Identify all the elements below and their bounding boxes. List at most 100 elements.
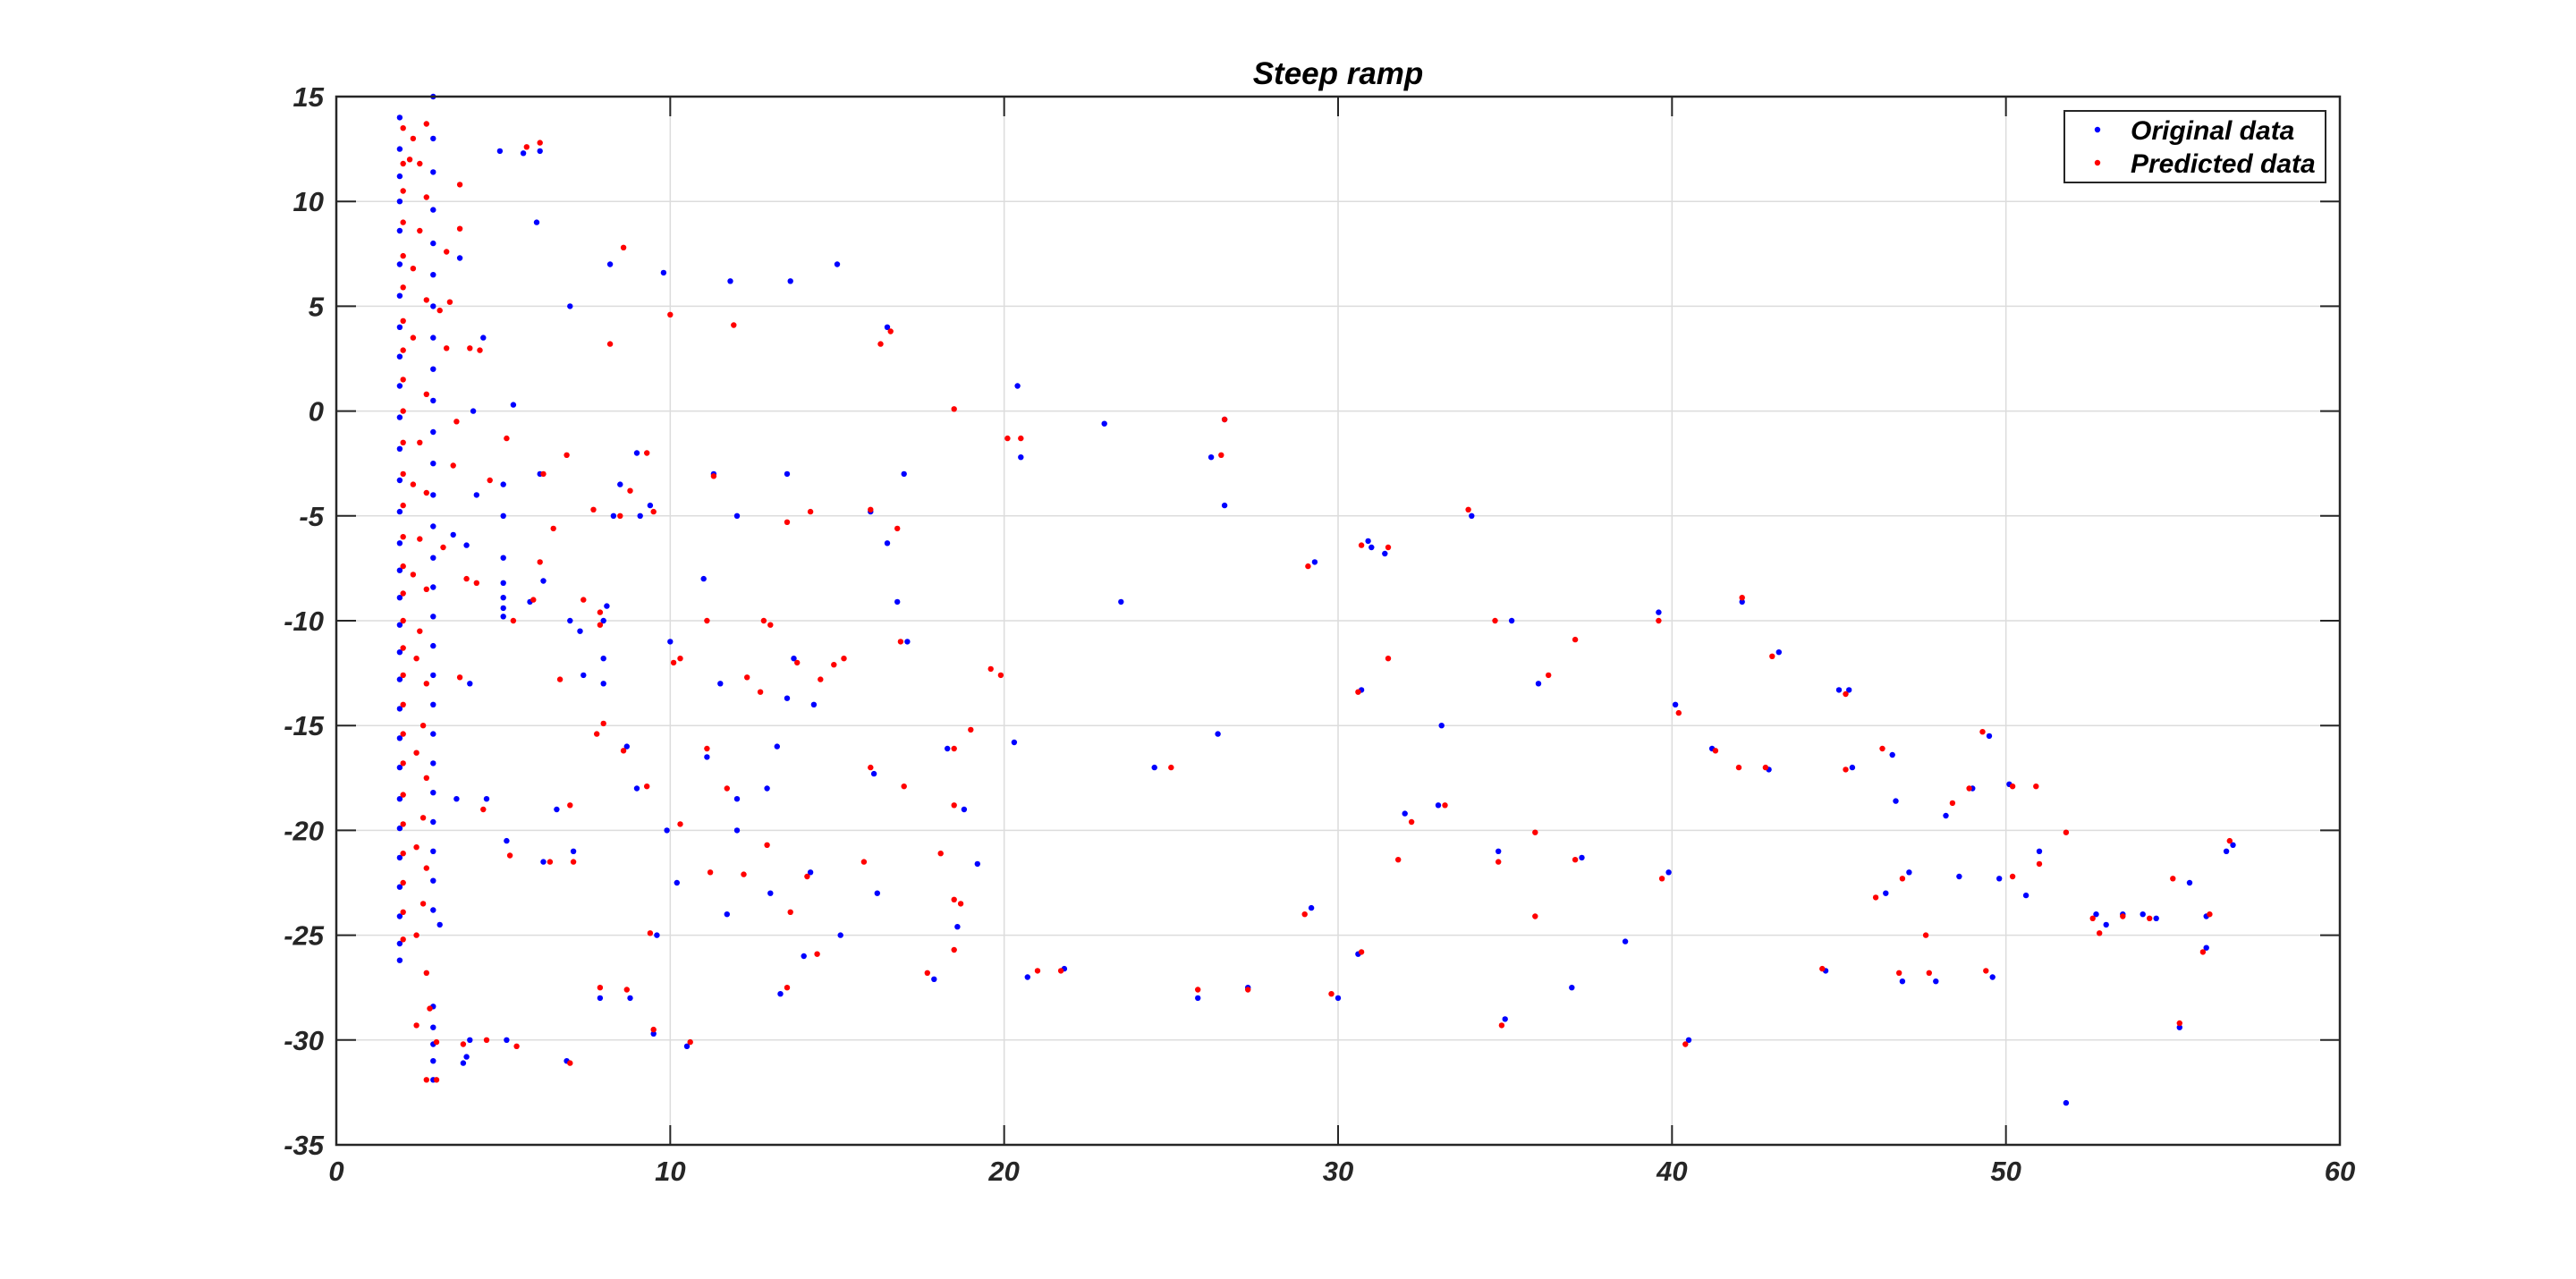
predicted-data-point <box>400 909 406 915</box>
predicted-data-point <box>400 731 406 737</box>
original-data-point <box>430 272 436 278</box>
original-data-point <box>727 278 733 284</box>
predicted-data-point <box>423 297 429 303</box>
predicted-data-point <box>968 726 974 733</box>
original-data-point <box>436 921 443 928</box>
predicted-data-point <box>868 506 874 512</box>
original-data-point <box>430 642 436 649</box>
original-data-point <box>974 860 981 868</box>
predicted-data-point <box>1675 709 1682 716</box>
predicted-data-point <box>2170 876 2176 882</box>
predicted-data-point <box>1496 859 1502 865</box>
predicted-data-point <box>1735 764 1742 771</box>
original-data-point <box>470 408 477 414</box>
original-data-point <box>700 575 707 582</box>
predicted-data-point <box>1301 911 1308 918</box>
predicted-data-point <box>1926 970 1932 977</box>
original-data-point <box>2022 892 2029 899</box>
predicted-data-point <box>400 534 406 540</box>
predicted-data-point <box>467 345 473 352</box>
predicted-data-point <box>410 481 417 487</box>
original-data-point <box>430 555 436 561</box>
original-data-point <box>430 584 436 590</box>
predicted-data-point <box>477 347 483 353</box>
original-data-point <box>1933 978 1939 985</box>
predicted-data-point <box>410 266 417 272</box>
predicted-data-point <box>417 536 423 542</box>
predicted-data-point <box>787 909 793 915</box>
predicted-data-point <box>417 439 423 445</box>
original-data-point <box>1215 731 1221 737</box>
predicted-data-point <box>2176 1020 2182 1027</box>
predicted-data-point <box>413 844 419 851</box>
original-data-point <box>1435 802 1442 809</box>
original-data-point <box>1775 649 1783 656</box>
original-data-point <box>430 492 436 498</box>
predicted-data-point <box>667 311 674 318</box>
predicted-data-point <box>1168 764 1174 771</box>
original-data-point <box>1195 995 1201 1002</box>
predicted-data-point <box>1949 800 1956 807</box>
original-data-point <box>396 540 403 546</box>
predicted-data-point <box>580 597 587 603</box>
predicted-data-point <box>2033 783 2039 790</box>
predicted-data-point <box>540 470 547 478</box>
original-data-point <box>2063 1099 2070 1106</box>
predicted-data-point <box>731 322 737 328</box>
original-data-point <box>767 890 774 896</box>
original-data-point <box>2140 911 2146 918</box>
original-data-point <box>1685 1037 1692 1044</box>
predicted-data-point <box>410 335 417 341</box>
original-data-point <box>1889 751 1895 758</box>
predicted-data-point <box>510 617 517 624</box>
predicted-data-point <box>623 987 630 993</box>
y-tick-label: -5 <box>299 501 324 532</box>
original-data-point <box>1943 812 1949 819</box>
predicted-data-point <box>860 859 868 865</box>
original-data-point <box>774 743 780 750</box>
predicted-data-point <box>597 622 604 628</box>
original-data-point <box>633 785 640 792</box>
original-data-point <box>396 676 403 682</box>
original-data-point <box>2093 911 2099 918</box>
predicted-data-point <box>400 252 406 259</box>
predicted-data-point <box>463 575 470 582</box>
original-data-point <box>396 796 403 802</box>
legend: Original data Predicted data <box>2063 110 2326 183</box>
original-data-point <box>801 953 807 960</box>
y-tick-label: 0 <box>309 396 324 428</box>
original-data-point <box>430 907 436 913</box>
original-data-point <box>1739 598 1745 606</box>
predicted-data-point <box>423 970 429 977</box>
original-data-point <box>467 681 473 687</box>
predicted-data-point <box>513 1043 520 1050</box>
original-data-point <box>647 502 654 509</box>
original-data-point <box>396 508 403 515</box>
original-data-point <box>1502 1016 1508 1022</box>
original-data-point <box>396 706 403 712</box>
predicted-data-point <box>590 506 597 512</box>
predicted-data-point <box>456 225 463 232</box>
original-data-point <box>1849 764 1856 771</box>
predicted-data-point <box>537 140 543 146</box>
predicted-data-point <box>550 525 556 532</box>
predicted-data-point <box>1819 965 1826 972</box>
original-data-point <box>1469 512 1475 519</box>
original-data-point <box>787 278 793 284</box>
predicted-data-point <box>1979 729 1986 735</box>
predicted-data-point <box>400 219 406 225</box>
predicted-data-point <box>1395 857 1402 863</box>
predicted-data-point <box>2009 873 2016 880</box>
original-data-point <box>791 656 797 662</box>
predicted-data-point <box>1358 542 1365 548</box>
predicted-data-point <box>419 723 427 729</box>
original-data-point <box>396 199 403 205</box>
original-data-point <box>396 292 403 299</box>
y-tick-labels: -35 -30 -25 -20 -15 -10 -5 0 5 10 15 <box>284 81 325 1161</box>
original-data-point <box>430 169 436 175</box>
predicted-data-point <box>987 665 994 673</box>
original-data-point <box>600 656 606 662</box>
predicted-data-point <box>818 676 824 682</box>
original-data-point <box>430 760 436 767</box>
original-data-point <box>894 598 901 606</box>
